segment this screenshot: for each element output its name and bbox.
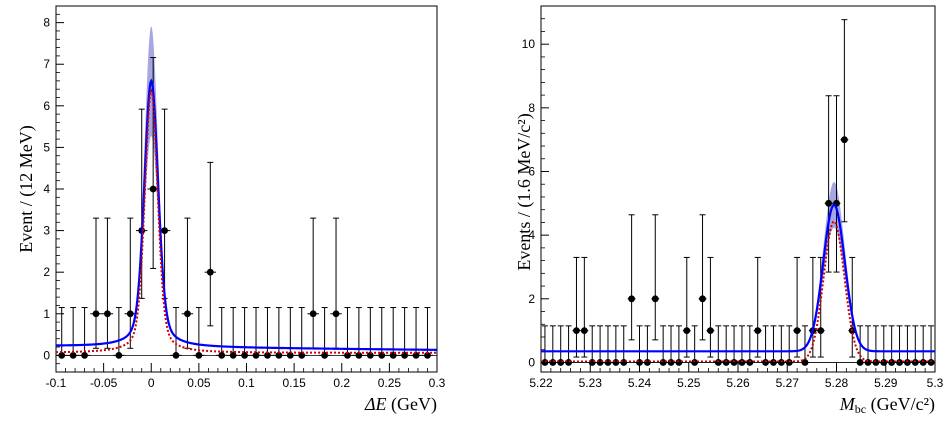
y-tick-label: 5 [43,140,50,154]
x-tick-label: -0.1 [46,376,67,390]
y-axis-label: Event / (12 MeV) [16,125,37,252]
data-point [184,310,191,318]
y-tick-label: 2 [43,265,50,279]
x-tick-label: 5.3 [927,376,944,390]
x-axis-subscript: bc [855,402,866,416]
data-point [149,185,157,193]
panel-delta-e: 0 1 2 3 4 5 6 7 8 -0.1 -0.05 0 0.05 0.1 0.15 0.2 0.25 0.3… [16,5,446,415]
data-point [825,199,833,207]
y-tick-label: 8 [43,16,50,30]
data-point [573,327,580,335]
fit-curves [55,78,438,354]
x-tick-label: 5.23 [579,376,603,390]
x-axis-label: Mbc (GeV/c²) [839,394,935,416]
y-tick-label: 8 [528,101,535,115]
x-axis-symbol: M [839,394,856,414]
data-point [817,327,825,335]
data-point [206,268,214,276]
x-tick-label: 0.2 [333,376,350,390]
x-tick-label: 0.3 [429,376,446,390]
data-point [126,310,134,318]
x-tick-label: 0 [148,376,155,390]
y-tick-label: 2 [528,292,535,306]
y-tick-label: 6 [43,99,50,113]
y-tick-label: 1 [43,307,50,321]
data-point [754,327,762,335]
y-axis-label: Events / (1.6 MeV/c²) [514,113,535,270]
axis-ticks: 0 1 2 3 4 5 6 7 8 -0.1 -0.05 0 0.05 0.1 0.15 0.2 0.25 0.3 [43,5,446,390]
x-tick-label: 5.24 [628,376,652,390]
y-tick-label: 6 [528,164,535,178]
fit-signal-curve [541,220,935,363]
plot-frame [55,5,438,373]
x-tick-label: 0.15 [282,376,306,390]
data-point [699,295,706,303]
fit-curves [541,203,935,363]
fit-total-curve [541,203,935,353]
x-axis-unit: (GeV/c²) [871,394,935,415]
data-point [104,310,111,318]
y-tick-label: 0 [43,348,50,362]
data-point [332,310,340,318]
y-tick-label: 4 [43,182,50,196]
plot-frame [540,5,936,373]
y-tick-label: 3 [43,224,50,238]
fit-signal-curve [55,88,437,354]
x-axis-symbol: ΔE [364,394,387,414]
x-axis-unit: (GeV) [391,394,437,415]
fit-uncertainty-band [56,26,437,351]
x-tick-label: -0.05 [90,376,118,390]
x-tick-label: 5.25 [677,376,701,390]
y-tick-label: 10 [522,37,536,51]
data-point [793,327,801,335]
x-tick-label: 0.25 [378,376,402,390]
x-axis-label: ΔE (GeV) [364,394,437,415]
data-point [651,295,659,303]
data-point [161,227,168,234]
x-tick-label: 5.26 [726,376,750,390]
x-tick-label: 5.29 [874,376,898,390]
y-tick-label: 4 [528,228,535,242]
data-point [840,136,848,144]
data-point [707,327,714,335]
x-tick-label: 0.1 [238,376,255,390]
x-tick-label: 5.27 [776,376,800,390]
fit-total-curve [55,78,438,351]
x-tick-label: 5.28 [825,376,849,390]
x-tick-label: 5.22 [529,376,553,390]
y-tick-label: 7 [43,57,50,71]
axis-ticks: 0 2 4 6 8 10 5.22 5.23 5.24 5.25 5.26 5.27 5.28 5.29 5… [522,5,944,390]
x-tick-label: 0.05 [187,376,211,390]
data-point [628,295,636,303]
fit-band [56,26,437,351]
error-bars [541,19,935,363]
data-point [683,327,691,335]
data-point [309,310,317,318]
panel-mbc: 0 2 4 6 8 10 5.22 5.23 5.24 5.25 5.26 5.27 5.28 5.29 5… [514,5,944,416]
data-point [580,327,588,335]
data-point [92,310,100,318]
y-tick-label: 0 [528,355,535,369]
